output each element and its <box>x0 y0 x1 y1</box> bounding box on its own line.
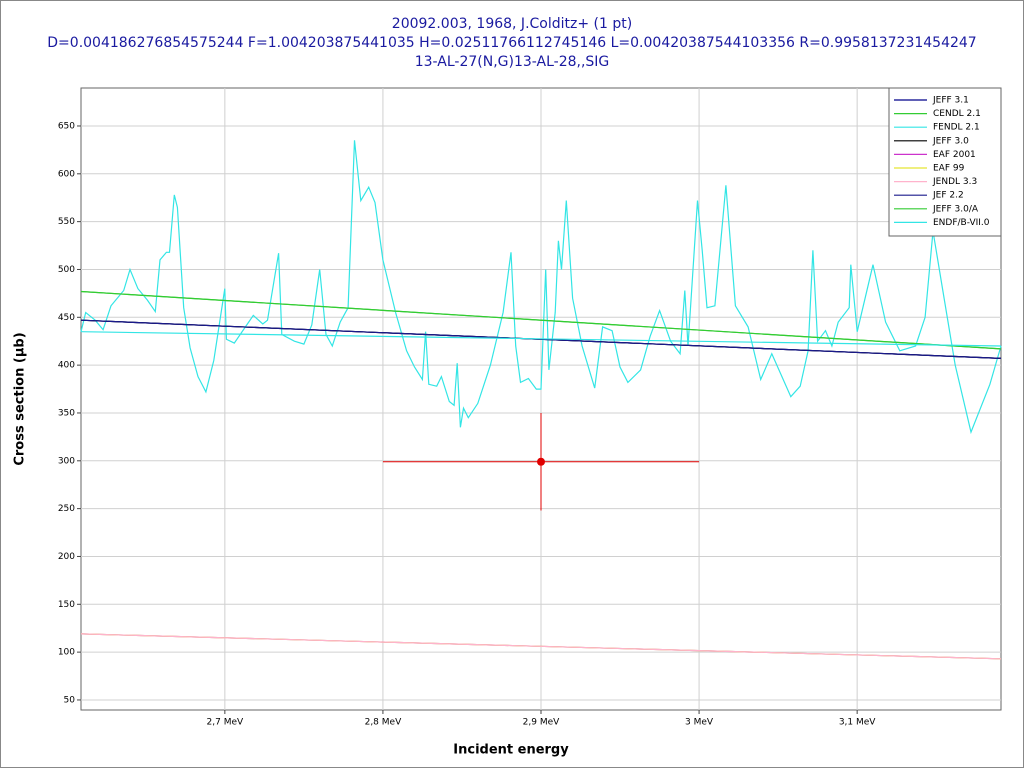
y-tick-label: 300 <box>58 456 75 466</box>
legend-label: JENDL 3.3 <box>932 177 977 187</box>
y-tick-label: 100 <box>58 648 75 658</box>
y-tick-label: 550 <box>58 217 75 227</box>
y-tick-label: 650 <box>58 121 75 131</box>
y-tick-label: 350 <box>58 408 75 418</box>
legend-label: EAF 99 <box>933 164 965 174</box>
y-tick-label: 250 <box>58 504 75 514</box>
y-axis-label: Cross section (µb) <box>13 332 28 465</box>
x-tick-label: 2,9 MeV <box>523 718 560 728</box>
chart-title: 20092.003, 1968, J.Colditz+ (1 pt) <box>392 16 632 32</box>
series-line <box>80 140 1002 435</box>
series-line <box>80 290 1002 350</box>
reaction: 13-AL-27(N,G)13-AL-28,,SIG <box>415 54 610 70</box>
legend-label: JEFF 3.1 <box>932 96 969 106</box>
legend-label: ENDF/B-VII.0 <box>933 218 990 228</box>
y-tick-label: 200 <box>58 552 75 562</box>
x-tick-label: 2,8 MeV <box>365 718 402 728</box>
y-tick-label: 500 <box>58 265 75 275</box>
legend-label: EAF 2001 <box>933 150 976 160</box>
legend-label: JEF 2.2 <box>932 191 964 201</box>
legend-box <box>888 87 1002 237</box>
y-tick-label: 400 <box>58 361 75 371</box>
chart-subtitle: D=0.004186276854575244 F=1.0042038754410… <box>47 35 976 51</box>
data-point <box>537 457 545 466</box>
series-line <box>80 331 1002 347</box>
legend-label: FENDL 2.1 <box>933 123 980 133</box>
y-tick-label: 50 <box>64 695 76 705</box>
legend-label: JEFF 3.0/A <box>932 204 979 214</box>
y-tick-label: 600 <box>58 169 75 179</box>
y-tick-label: 450 <box>58 313 75 323</box>
x-tick-label: 2,7 MeV <box>207 718 244 728</box>
series-line <box>80 633 1002 660</box>
legend-label: JEFF 3.0 <box>932 136 969 146</box>
y-tick-label: 150 <box>58 600 75 610</box>
legend-label: CENDL 2.1 <box>933 109 981 119</box>
x-tick-label: 3,1 MeV <box>839 718 876 728</box>
x-tick-label: 3 MeV <box>685 718 714 728</box>
x-axis-label: Incident energy <box>453 743 569 758</box>
